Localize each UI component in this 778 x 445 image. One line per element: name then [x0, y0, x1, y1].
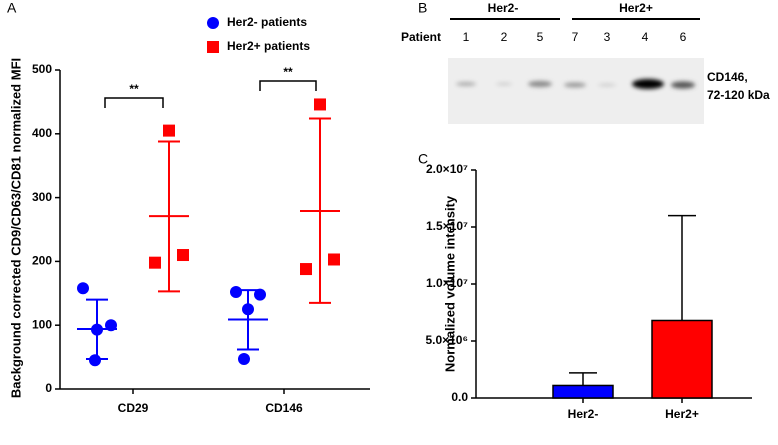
- y-axis-label: Background corrected CD9/CD63/CD81 norma…: [8, 58, 23, 398]
- lane-label: 6: [680, 30, 687, 44]
- y-tick-label: 200: [32, 254, 52, 268]
- bar: [651, 319, 713, 399]
- legend-marker: [207, 17, 219, 29]
- data-point: [242, 303, 254, 316]
- panel-label: B: [418, 0, 427, 16]
- panel-label: A: [7, 0, 17, 16]
- data-point: [91, 323, 103, 336]
- row-label: Patient: [401, 30, 441, 44]
- x-tick-label: CD146: [265, 401, 303, 415]
- x-tick-label: Her2-: [568, 407, 599, 421]
- data-point: [238, 353, 250, 366]
- group-label: Her2-: [488, 1, 519, 15]
- y-tick-label: 1.5×10⁷: [426, 219, 468, 233]
- data-point: [89, 354, 101, 367]
- data-point: [149, 256, 161, 269]
- lane-label: 4: [642, 30, 649, 44]
- data-point: [230, 286, 242, 299]
- significance-bracket: [259, 80, 317, 91]
- significance-bracket: [104, 97, 164, 108]
- y-tick-label: 500: [32, 62, 52, 76]
- data-point: [328, 253, 340, 266]
- x-tick-label: CD29: [118, 401, 149, 415]
- data-point: [300, 263, 312, 276]
- legend-marker: [207, 41, 219, 53]
- bar: [552, 384, 614, 399]
- legend-label: Her2- patients: [227, 15, 307, 29]
- y-tick-label: 5.0×10⁶: [425, 333, 468, 347]
- y-tick-label: 300: [32, 190, 52, 204]
- y-tick-label: 0: [45, 381, 52, 395]
- panel-label: C: [418, 151, 428, 167]
- lane-label: 2: [501, 30, 508, 44]
- y-axis-label: Normalized volume intensity: [442, 195, 457, 372]
- data-point: [254, 288, 266, 301]
- blot-image: [448, 58, 704, 124]
- annotation: **: [283, 65, 293, 79]
- y-tick-label: 0.0: [451, 390, 468, 404]
- annotation: **: [129, 82, 139, 96]
- lane-label: 3: [604, 30, 611, 44]
- data-point: [105, 319, 117, 332]
- data-point: [163, 124, 175, 137]
- data-point: [177, 249, 189, 262]
- group-label: Her2+: [619, 1, 653, 15]
- band-label: 72-120 kDa: [707, 88, 770, 102]
- y-tick-label: 1.0×10⁷: [426, 276, 468, 290]
- data-point: [77, 282, 89, 295]
- band-label: CD146,: [707, 70, 748, 84]
- lane-label: 7: [572, 30, 579, 44]
- y-tick-label: 400: [32, 126, 52, 140]
- data-point: [314, 98, 326, 111]
- lane-label: 1: [463, 30, 470, 44]
- legend-label: Her2+ patients: [227, 39, 310, 53]
- x-tick-label: Her2+: [665, 407, 699, 421]
- y-tick-label: 100: [32, 317, 52, 331]
- lane-label: 5: [537, 30, 544, 44]
- y-tick-label: 2.0×10⁷: [426, 162, 468, 176]
- blot-bands: [456, 79, 695, 89]
